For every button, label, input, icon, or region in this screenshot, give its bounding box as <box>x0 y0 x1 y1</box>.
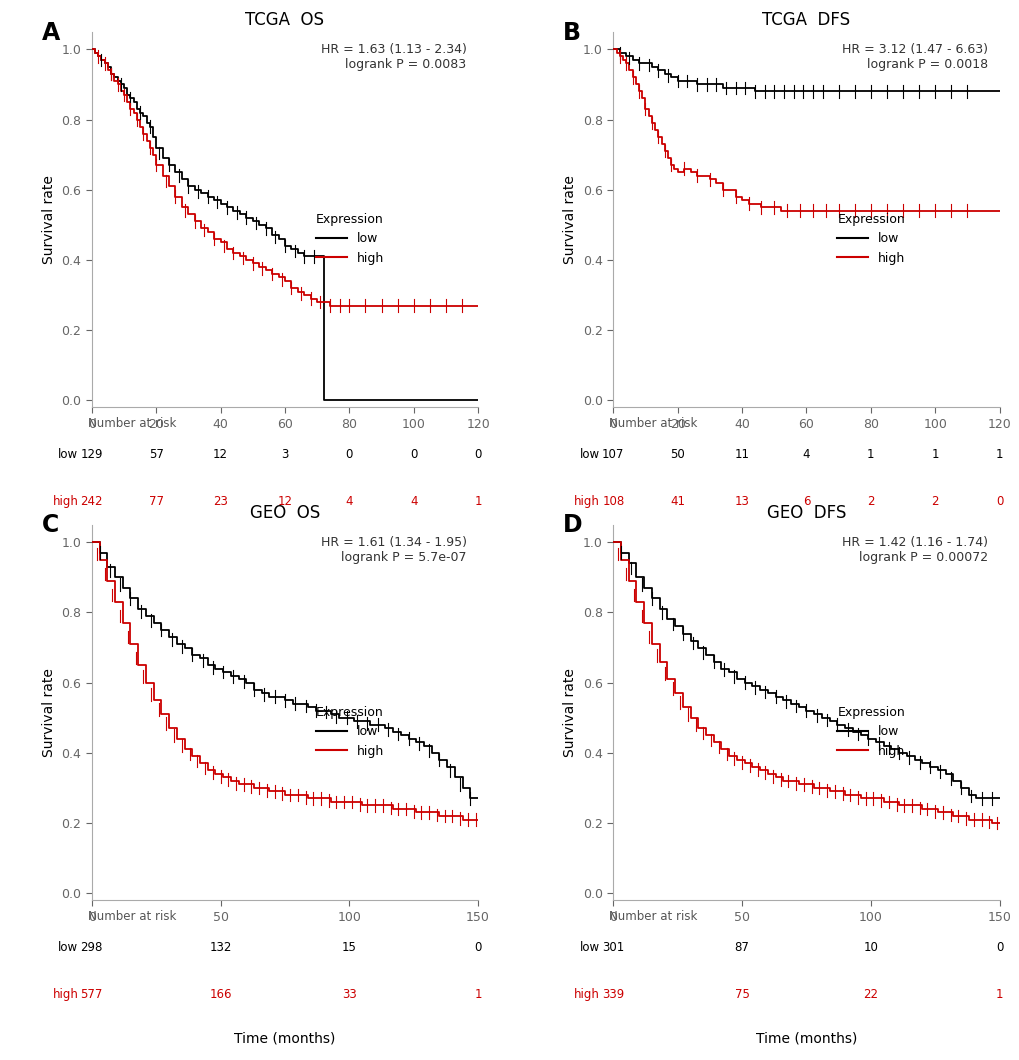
Text: HR = 1.63 (1.13 - 2.34)
logrank P = 0.0083: HR = 1.63 (1.13 - 2.34) logrank P = 0.00… <box>320 43 466 71</box>
Text: 298: 298 <box>81 940 103 954</box>
Text: 10: 10 <box>862 940 877 954</box>
Legend: low, high: low, high <box>832 208 910 269</box>
Text: 75: 75 <box>734 988 749 1001</box>
Text: Time (months): Time (months) <box>755 538 856 552</box>
Text: 242: 242 <box>81 495 103 508</box>
Text: low: low <box>58 940 78 954</box>
Text: 13: 13 <box>734 495 749 508</box>
Text: D: D <box>562 513 582 537</box>
Legend: low, high: low, high <box>310 701 388 762</box>
Text: 1: 1 <box>474 988 481 1001</box>
Text: 108: 108 <box>601 495 624 508</box>
Text: 0: 0 <box>995 940 1003 954</box>
Text: A: A <box>42 20 60 45</box>
Y-axis label: Survival rate: Survival rate <box>42 668 56 757</box>
Y-axis label: Survival rate: Survival rate <box>562 175 577 264</box>
Text: 1: 1 <box>995 988 1003 1001</box>
Text: 0: 0 <box>474 940 481 954</box>
Text: 577: 577 <box>81 988 103 1001</box>
Text: Number at risk: Number at risk <box>88 909 176 922</box>
Title: TCGA  DFS: TCGA DFS <box>761 11 850 29</box>
Text: Number at risk: Number at risk <box>88 417 176 429</box>
Text: 0: 0 <box>410 447 417 461</box>
Text: Time (months): Time (months) <box>234 538 335 552</box>
Text: HR = 1.42 (1.16 - 1.74)
logrank P = 0.00072: HR = 1.42 (1.16 - 1.74) logrank P = 0.00… <box>842 536 987 564</box>
Text: 107: 107 <box>601 447 624 461</box>
Title: GEO  OS: GEO OS <box>250 504 320 522</box>
Text: 1: 1 <box>474 495 481 508</box>
Text: high: high <box>574 495 599 508</box>
Text: B: B <box>562 20 581 45</box>
Title: TCGA  OS: TCGA OS <box>246 11 324 29</box>
Text: 339: 339 <box>601 988 624 1001</box>
Text: 57: 57 <box>149 447 163 461</box>
Text: Number at risk: Number at risk <box>608 417 697 429</box>
Text: 1: 1 <box>866 447 873 461</box>
Y-axis label: Survival rate: Survival rate <box>562 668 577 757</box>
Text: 77: 77 <box>149 495 163 508</box>
Text: Time (months): Time (months) <box>755 1031 856 1045</box>
Text: 4: 4 <box>802 447 809 461</box>
Text: high: high <box>52 495 78 508</box>
Text: 12: 12 <box>277 495 292 508</box>
Legend: low, high: low, high <box>832 701 910 762</box>
Text: 129: 129 <box>81 447 103 461</box>
Text: Time (months): Time (months) <box>234 1031 335 1045</box>
Text: low: low <box>58 447 78 461</box>
Text: 41: 41 <box>669 495 685 508</box>
Text: low: low <box>579 940 599 954</box>
Text: 4: 4 <box>410 495 417 508</box>
Text: 23: 23 <box>213 495 228 508</box>
Text: 50: 50 <box>669 447 685 461</box>
Text: 0: 0 <box>345 447 353 461</box>
Text: Number at risk: Number at risk <box>608 909 697 922</box>
Text: 15: 15 <box>341 940 357 954</box>
Text: 132: 132 <box>209 940 231 954</box>
Text: 87: 87 <box>734 940 749 954</box>
Text: 2: 2 <box>930 495 938 508</box>
Text: high: high <box>574 988 599 1001</box>
Title: GEO  DFS: GEO DFS <box>766 504 846 522</box>
Text: 1: 1 <box>930 447 938 461</box>
Text: 2: 2 <box>866 495 873 508</box>
Text: 0: 0 <box>474 447 481 461</box>
Text: 4: 4 <box>345 495 353 508</box>
Text: 6: 6 <box>802 495 809 508</box>
Text: 12: 12 <box>213 447 228 461</box>
Text: C: C <box>42 513 59 537</box>
Text: 0: 0 <box>995 495 1003 508</box>
Text: 301: 301 <box>601 940 624 954</box>
Text: high: high <box>52 988 78 1001</box>
Legend: low, high: low, high <box>310 208 388 269</box>
Text: 33: 33 <box>341 988 357 1001</box>
Text: 166: 166 <box>209 988 231 1001</box>
Text: HR = 1.61 (1.34 - 1.95)
logrank P = 5.7e-07: HR = 1.61 (1.34 - 1.95) logrank P = 5.7e… <box>320 536 466 564</box>
Y-axis label: Survival rate: Survival rate <box>42 175 56 264</box>
Text: 3: 3 <box>281 447 288 461</box>
Text: 1: 1 <box>995 447 1003 461</box>
Text: low: low <box>579 447 599 461</box>
Text: 11: 11 <box>734 447 749 461</box>
Text: HR = 3.12 (1.47 - 6.63)
logrank P = 0.0018: HR = 3.12 (1.47 - 6.63) logrank P = 0.00… <box>842 43 987 71</box>
Text: 22: 22 <box>862 988 877 1001</box>
